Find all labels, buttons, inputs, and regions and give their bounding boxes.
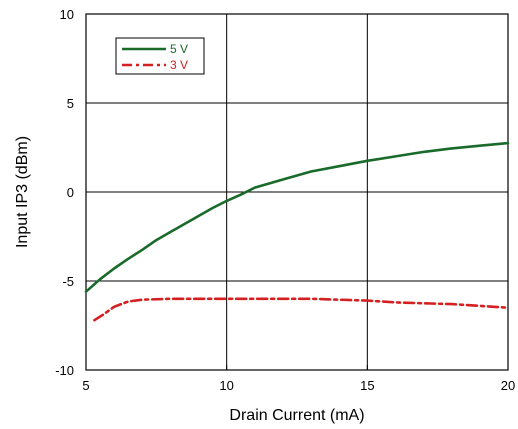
y-tick-label: 5 bbox=[67, 96, 74, 111]
y-axis-label: Input IP3 (dBm) bbox=[14, 136, 31, 248]
x-tick-label: 20 bbox=[501, 378, 515, 393]
y-tick-label: 0 bbox=[67, 185, 74, 200]
x-axis-ticks: 5 10 15 20 bbox=[82, 365, 515, 393]
legend-label-5v: 5 V bbox=[170, 42, 188, 56]
y-axis-ticks: -10 -5 0 5 10 bbox=[55, 7, 91, 378]
legend-box bbox=[115, 37, 205, 75]
x-tick-label: 10 bbox=[219, 378, 233, 393]
grid bbox=[86, 14, 508, 370]
y-tick-label: -10 bbox=[55, 363, 74, 378]
series-layer bbox=[84, 141, 510, 322]
x-axis-label: Drain Current (mA) bbox=[229, 407, 364, 424]
x-tick-label: 15 bbox=[360, 378, 374, 393]
y-tick-label: 10 bbox=[60, 7, 74, 22]
series-line-5v bbox=[84, 141, 510, 294]
x-tick-label: 5 bbox=[82, 378, 89, 393]
series-line-3v bbox=[93, 297, 510, 322]
y-tick-label: -5 bbox=[62, 274, 74, 289]
legend: 5 V 3 V bbox=[115, 37, 205, 75]
legend-label-3v: 3 V bbox=[170, 58, 188, 72]
